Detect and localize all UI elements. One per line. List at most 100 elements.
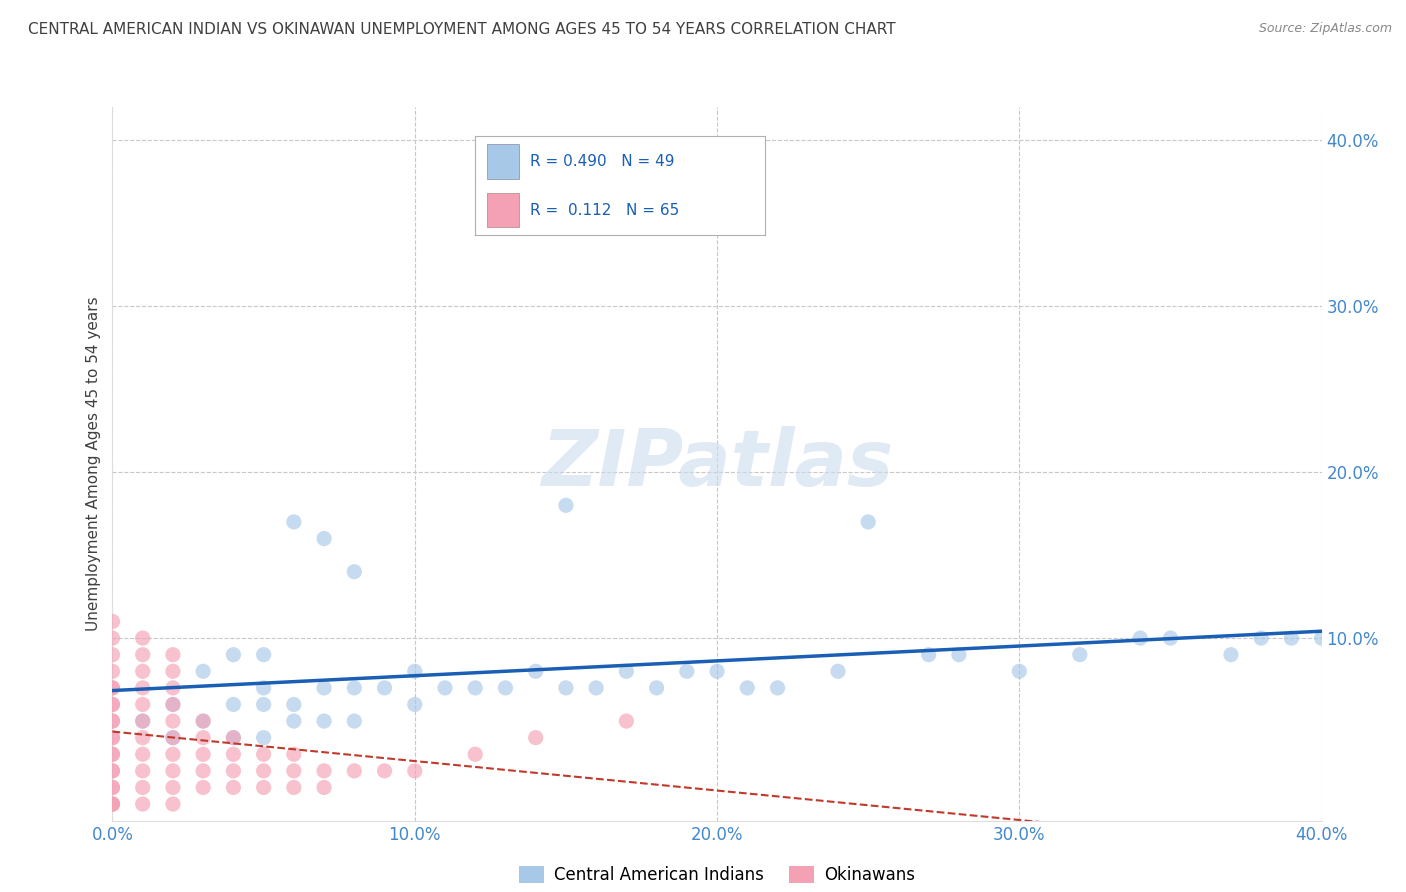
Text: R = 0.490   N = 49: R = 0.490 N = 49 (530, 153, 675, 169)
Point (191, 747, 214, 762)
Point (101, 714, 124, 728)
Point (766, 681, 789, 695)
Point (343, 714, 366, 728)
Y-axis label: Unemployment Among Ages 45 to 54 years: Unemployment Among Ages 45 to 54 years (86, 296, 101, 632)
Point (101, 780, 124, 795)
Point (222, 698, 245, 712)
Point (162, 665, 184, 679)
Point (1069, 648, 1091, 662)
Point (162, 714, 184, 728)
Point (283, 515, 305, 529)
Point (162, 797, 184, 811)
Point (283, 747, 305, 762)
FancyBboxPatch shape (486, 144, 519, 178)
Point (554, 681, 576, 695)
Point (101, 731, 124, 745)
Point (314, 780, 336, 795)
Point (524, 731, 547, 745)
Point (132, 698, 155, 712)
Text: Source: ZipAtlas.com: Source: ZipAtlas.com (1258, 22, 1392, 36)
Text: ZIPatlas: ZIPatlas (541, 425, 893, 502)
Point (101, 681, 124, 695)
Point (495, 681, 517, 695)
Point (222, 731, 245, 745)
FancyBboxPatch shape (486, 193, 519, 227)
Point (101, 731, 124, 745)
Point (191, 714, 214, 728)
Point (191, 764, 214, 778)
Point (1159, 631, 1181, 645)
Point (948, 648, 970, 662)
Point (101, 764, 124, 778)
Point (343, 764, 366, 778)
Point (101, 631, 124, 645)
Point (706, 665, 728, 679)
Point (616, 665, 638, 679)
Point (132, 764, 155, 778)
Point (101, 714, 124, 728)
Point (101, 797, 124, 811)
Point (101, 648, 124, 662)
Point (374, 764, 396, 778)
Point (101, 797, 124, 811)
Point (253, 747, 276, 762)
Point (585, 681, 607, 695)
Point (314, 681, 336, 695)
Point (464, 747, 486, 762)
Point (283, 698, 305, 712)
Point (101, 780, 124, 795)
Point (856, 515, 880, 529)
Point (162, 731, 184, 745)
Point (101, 681, 124, 695)
Point (314, 532, 336, 546)
Point (101, 797, 124, 811)
Point (222, 780, 245, 795)
Point (1250, 631, 1272, 645)
Point (132, 714, 155, 728)
Point (132, 665, 155, 679)
Point (162, 764, 184, 778)
Point (101, 764, 124, 778)
Point (314, 764, 336, 778)
Point (132, 681, 155, 695)
Point (554, 499, 576, 513)
Point (162, 731, 184, 745)
Point (222, 731, 245, 745)
Point (737, 681, 759, 695)
Point (101, 747, 124, 762)
Point (1129, 631, 1152, 645)
Point (253, 698, 276, 712)
Text: CENTRAL AMERICAN INDIAN VS OKINAWAN UNEMPLOYMENT AMONG AGES 45 TO 54 YEARS CORRE: CENTRAL AMERICAN INDIAN VS OKINAWAN UNEM… (28, 22, 896, 37)
Point (132, 714, 155, 728)
Point (675, 665, 697, 679)
Point (616, 714, 638, 728)
Point (404, 764, 426, 778)
Point (162, 681, 184, 695)
Point (191, 731, 214, 745)
Point (101, 615, 124, 629)
Point (404, 698, 426, 712)
Point (101, 665, 124, 679)
Point (283, 764, 305, 778)
Point (132, 648, 155, 662)
Point (283, 714, 305, 728)
Point (464, 681, 486, 695)
Point (191, 780, 214, 795)
Point (374, 681, 396, 695)
Point (433, 681, 456, 695)
Point (222, 747, 245, 762)
Point (524, 665, 547, 679)
Point (132, 731, 155, 745)
Point (1008, 665, 1031, 679)
Point (101, 698, 124, 712)
Point (132, 747, 155, 762)
Point (343, 565, 366, 579)
Point (101, 747, 124, 762)
Point (404, 665, 426, 679)
Point (827, 665, 849, 679)
Point (132, 780, 155, 795)
Legend: Central American Indians, Okinawans: Central American Indians, Okinawans (512, 859, 922, 891)
Point (162, 698, 184, 712)
Point (314, 714, 336, 728)
Point (645, 681, 668, 695)
